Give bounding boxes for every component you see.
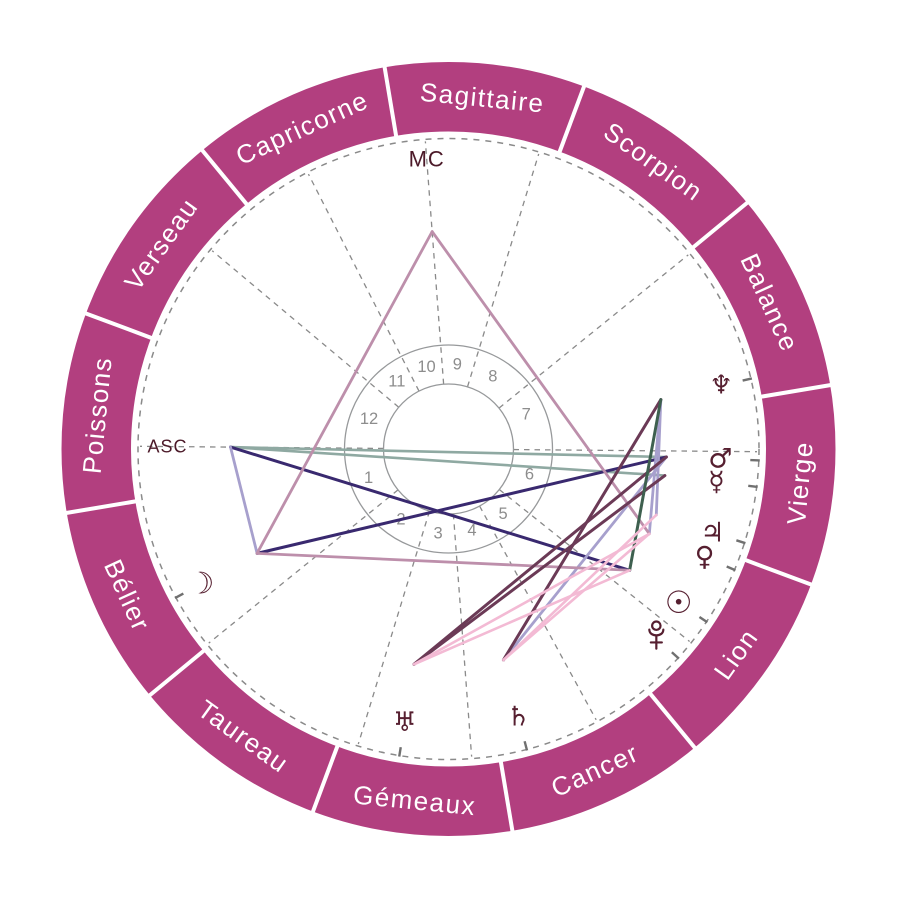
houses-inner-circle (382, 383, 515, 515)
degree-tick-jupiter (736, 539, 746, 545)
house-cusp-line (513, 448, 757, 453)
zodiac-sector-separator (759, 382, 833, 399)
aspect-line-uranus-venus (412, 532, 651, 666)
house-number: 8 (488, 367, 497, 385)
house-number: 11 (388, 372, 405, 390)
house-cusp-line (452, 513, 473, 757)
aspect-line-mc-moon (255, 230, 434, 555)
zodiac-sector-separator (557, 84, 587, 154)
house-number: 10 (417, 358, 435, 376)
degree-tick-venus (726, 565, 736, 572)
house-number: 6 (525, 466, 534, 484)
house-cusp-line (211, 250, 400, 408)
aspect-line-asc-moon (229, 445, 259, 555)
house-number: 3 (434, 524, 443, 542)
house-number: 7 (522, 406, 531, 424)
aspect-line-saturn-mars (502, 455, 668, 662)
houses-outer-circle (343, 344, 554, 554)
house-cusp-line (466, 153, 540, 388)
aspect-line-asc-sun (229, 445, 632, 572)
zodiac-sector-separator (498, 760, 515, 833)
degree-tick-moon (174, 592, 184, 600)
house-cusp-line (140, 445, 384, 450)
planet-glyph-neptune: ♆ (710, 371, 733, 401)
zodiac-sector-separator (691, 200, 750, 250)
zodiac-sector-separator (64, 499, 138, 516)
aspect-line-saturn-venus (502, 532, 651, 662)
zodiac-sector-separator (147, 648, 206, 698)
house-number: 12 (360, 410, 378, 428)
axis-label-mc: MC (409, 146, 445, 171)
planet-glyph-moon: ☽ (187, 566, 214, 601)
pluto-circle (651, 620, 662, 632)
degree-tick-uranus (398, 747, 402, 757)
house-cusp-line (498, 254, 689, 409)
degree-tick-mercury (748, 484, 758, 489)
planet-glyph-uranus: ♅ (393, 707, 417, 738)
aspect-line-moon-sun (255, 551, 632, 572)
house-cusp-line (479, 505, 597, 721)
planet-glyph-jupiter: ♃ (700, 517, 724, 548)
zodiac-sector-separator (83, 311, 154, 341)
house-number: 1 (364, 469, 373, 487)
aspect-line-saturn-neptune (501, 398, 663, 662)
house-number: 9 (453, 355, 462, 373)
planet-glyph-mercury: ☿ (708, 466, 725, 497)
planet-glyph-pluto (648, 620, 665, 650)
house-cusp-line (357, 510, 431, 745)
degree-tick-saturn (523, 740, 529, 751)
zodiac-sector-separator (310, 744, 340, 814)
aspect-line-neptune-jupiter (654, 398, 663, 517)
house-cusp-line (208, 489, 399, 644)
house-number: 4 (467, 522, 476, 540)
planet-glyph-venus: ♀ (695, 542, 715, 573)
planet-glyph-saturn: ♄ (506, 702, 530, 733)
aspect-line-uranus-sun (412, 568, 631, 666)
house-cusp-line (424, 141, 445, 385)
degree-dashed-circle (137, 137, 760, 761)
zodiac-sector-separator (743, 557, 814, 587)
aspect-line-saturn-jupiter (502, 513, 658, 662)
degree-tick-sun (698, 616, 709, 624)
aspect-line-uranus-mercury (412, 474, 667, 666)
house-cusp-line (498, 489, 691, 642)
zodiac-ring (61, 62, 836, 836)
axis-label-asc: ASC (148, 437, 188, 457)
planet-glyph-mars: ♂ (708, 443, 732, 474)
degree-tick-neptune (742, 377, 753, 382)
aspect-line-asc-mercury (229, 445, 667, 477)
aspect-line-uranus-mars (412, 455, 668, 666)
house-number: 5 (499, 505, 508, 523)
zodiac-sector-separator (199, 147, 250, 207)
zodiac-sector-separator (647, 691, 698, 751)
aspect-line-moon-mars (255, 455, 668, 555)
aspect-line-mc-venus (430, 230, 651, 536)
zodiac-sector-separator (382, 65, 399, 138)
house-cusp-line (307, 173, 420, 392)
planet-glyph-sun: ☉ (665, 585, 693, 621)
degree-tick-pluto (671, 651, 680, 660)
